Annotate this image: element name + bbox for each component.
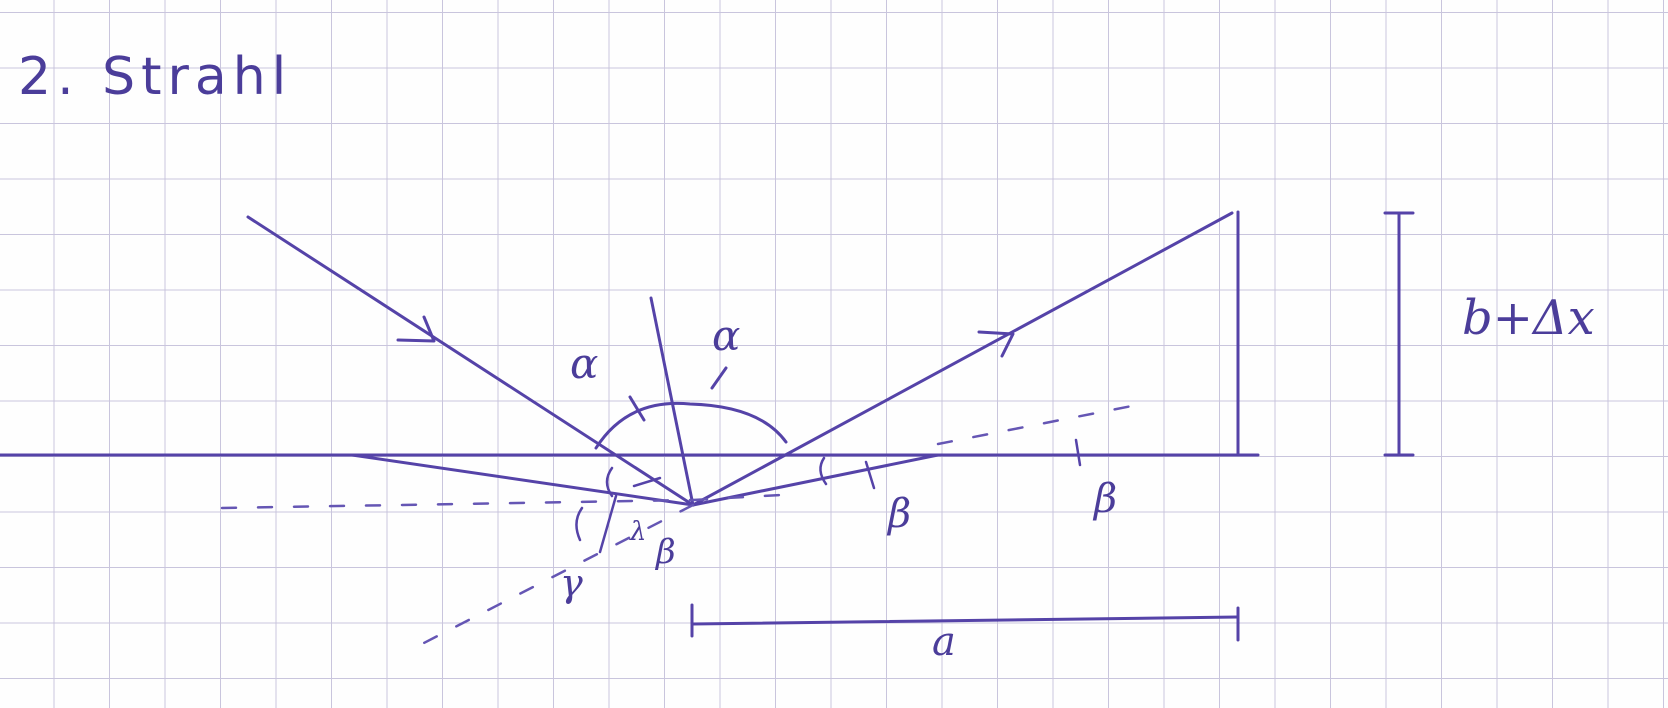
beta-bottom-left-label: β (654, 532, 676, 572)
alpha-tick-right (710, 366, 728, 390)
alpha-tick-left (628, 395, 646, 422)
beta-arc-right (819, 456, 828, 486)
beta-tick-right (864, 460, 876, 490)
normal-line (649, 296, 695, 507)
alpha-right-label: α (712, 311, 740, 360)
height-label: b+Δx (1462, 290, 1595, 346)
beta-mid-label: β (886, 491, 911, 537)
bent-surface (350, 453, 940, 507)
dashed-horizontal-right (691, 493, 782, 502)
reflected-ray (691, 211, 1234, 507)
dashed-extension-right (936, 402, 1144, 446)
incident-ray (246, 215, 695, 507)
alpha-left-label: α (570, 339, 598, 388)
gamma-label: γ (560, 561, 583, 605)
page-title: 2. Strahl (18, 47, 292, 107)
beta-tick-far (1074, 438, 1082, 467)
dashed-horizontal-left (220, 498, 695, 510)
reflected-arrow-icon (977, 330, 1015, 358)
distance-dimension (690, 615, 1240, 626)
lambda-label: λ (629, 517, 646, 547)
lambda-tick (598, 494, 618, 554)
dashed-extension-down (418, 503, 695, 647)
incident-arrow-icon (396, 315, 436, 343)
beta-right-label: β (1092, 476, 1117, 522)
alpha-arc (594, 401, 788, 450)
lambda-tick-2 (632, 476, 662, 488)
distance-label: a (932, 619, 956, 665)
beta-arc-left-2 (575, 506, 584, 542)
beta-arc-left (605, 466, 614, 498)
